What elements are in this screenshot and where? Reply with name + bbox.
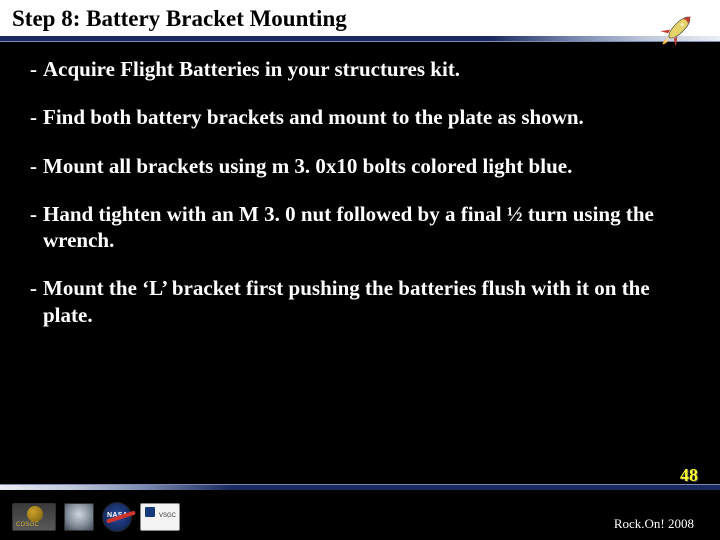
cosgc-logo-icon (12, 503, 56, 531)
bullet-item: - Hand tighten with an M 3. 0 nut follow… (30, 201, 690, 254)
bullet-item: - Acquire Flight Batteries in your struc… (30, 56, 690, 82)
bullet-dash: - (30, 104, 37, 130)
page-number: 48 (680, 465, 698, 486)
moon-logo-icon (64, 503, 94, 531)
bullet-text: Find both battery brackets and mount to … (43, 104, 690, 130)
bullet-text: Mount all brackets using m 3. 0x10 bolts… (43, 153, 690, 179)
bullet-dash: - (30, 153, 37, 179)
bullet-dash: - (30, 275, 37, 328)
vsgc-logo-icon (140, 503, 180, 531)
bullet-item: - Mount the ‘L’ bracket first pushing th… (30, 275, 690, 328)
nasa-logo-icon (102, 502, 132, 532)
bullet-item: - Find both battery brackets and mount t… (30, 104, 690, 130)
slide-footer: Rock.On! 2008 (0, 490, 720, 540)
footer-text: Rock.On! 2008 (614, 516, 694, 532)
rocket-icon (654, 5, 702, 53)
bullet-dash: - (30, 56, 37, 82)
slide-title: Step 8: Battery Bracket Mounting (12, 6, 708, 32)
bullet-item: - Mount all brackets using m 3. 0x10 bol… (30, 153, 690, 179)
slide-header: Step 8: Battery Bracket Mounting (0, 0, 720, 36)
bullet-text: Hand tighten with an M 3. 0 nut followed… (43, 201, 690, 254)
bullet-text: Mount the ‘L’ bracket first pushing the … (43, 275, 690, 328)
slide-body: - Acquire Flight Batteries in your struc… (0, 42, 720, 328)
bullet-dash: - (30, 201, 37, 254)
bullet-text: Acquire Flight Batteries in your structu… (43, 56, 690, 82)
footer-logos (12, 502, 180, 532)
